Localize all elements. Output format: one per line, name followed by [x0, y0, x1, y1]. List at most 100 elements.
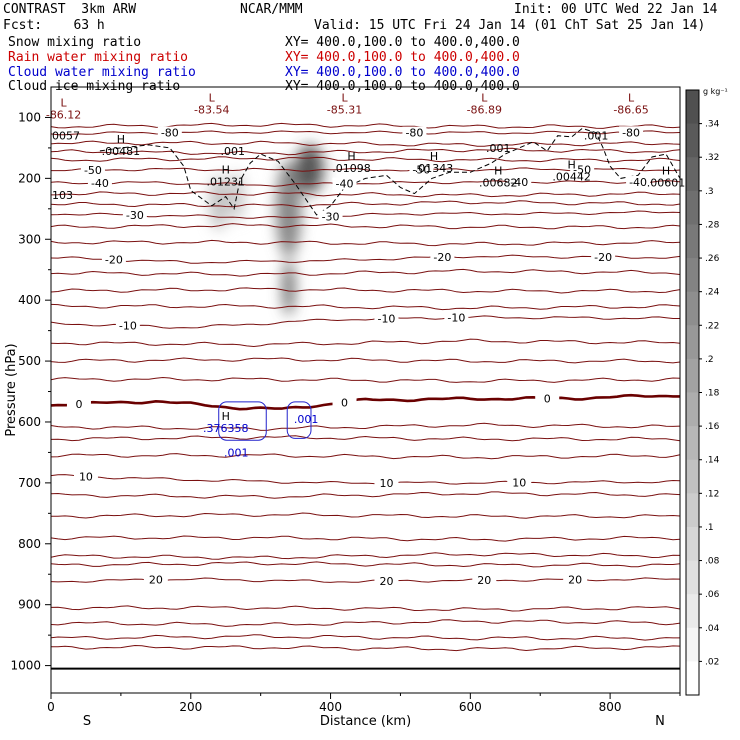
contour-label--20-1: -20: [433, 251, 451, 264]
contour-label-bg: [332, 396, 357, 409]
extremum-value-8: .01343: [415, 162, 454, 175]
contour-label-bg: [626, 176, 651, 189]
extremum-h-6: H: [222, 163, 230, 176]
contour-label--40-2: -40: [510, 176, 528, 189]
colorbar-label-2: .3: [705, 187, 714, 197]
contour-label--80-0: -80: [161, 127, 179, 140]
extremum-value-2: -85.31: [327, 104, 362, 117]
colorbar-cell-2: [686, 157, 699, 192]
contour-label-bg: [318, 210, 343, 223]
extremum-value-9: .00682: [479, 177, 518, 190]
contour-label--40-0: -40: [91, 177, 109, 190]
contour-label-bg: [402, 126, 427, 139]
cloud-ice-isoline: [99, 127, 681, 216]
extremum-l-4: L: [628, 92, 635, 105]
contour-label-bg: [563, 573, 588, 586]
isoline-5: [50, 200, 681, 208]
isoline-6: [50, 223, 681, 230]
extremum-value-12: .376358: [203, 422, 249, 435]
cloud-water-label-1: .001: [294, 413, 319, 426]
contour-label-bg: [374, 575, 399, 588]
cloud-ice-label-1: .001: [486, 142, 511, 155]
contour-label--10-2: -10: [447, 311, 465, 324]
colorbar-cell-5: [686, 258, 699, 293]
contour-label--30-1: -30: [322, 211, 340, 224]
x-tick-label-0: 0: [47, 700, 55, 714]
field-label-rain: Rain water mixing ratio: [8, 50, 189, 65]
field-label-snow: Snow mixing ratio: [8, 35, 142, 50]
y-tick-label-700: 700: [18, 476, 41, 490]
colorbar-label-12: .1: [705, 523, 714, 533]
contour-label-20-3: 20: [568, 574, 582, 587]
colorbar-label-15: .04: [705, 624, 720, 634]
contour-line-0: [50, 393, 680, 411]
y-tick-label-900: 900: [18, 598, 41, 612]
contour-label-bg: [115, 319, 140, 332]
plot-frame: [50, 86, 681, 694]
colorbar-label-8: .18: [705, 389, 720, 399]
cloud-water-label-0: .001: [224, 446, 249, 459]
contour-label-bg: [73, 470, 98, 483]
contour-line--10: [50, 315, 680, 329]
contour-label-bg: [101, 253, 126, 266]
colorbar-label-3: .28: [705, 220, 720, 230]
field-xy-rain: XY= 400.0,100.0 to 400.0,400.0: [285, 50, 520, 65]
isoline-4: [50, 191, 681, 198]
cloud-ice-contour: .001 .001 .001: [99, 127, 681, 216]
contour-line--80: [50, 130, 681, 136]
contour-label--10-1: -10: [377, 313, 395, 326]
y-tick-label-800: 800: [18, 537, 41, 551]
extremum-l-0: L: [61, 96, 68, 109]
extremum-h-8: H: [430, 150, 438, 163]
isoline-2: [50, 147, 681, 156]
isoline-10: [50, 303, 681, 311]
contour-label-bg: [332, 177, 357, 190]
contour-label-10-1: 10: [379, 477, 393, 490]
contour-label-bg: [66, 397, 91, 410]
isoline-11: [50, 338, 681, 348]
extremum-h-9: H: [494, 165, 502, 178]
colorbar-label-13: .08: [705, 557, 720, 567]
center-title: NCAR/MMM: [240, 2, 303, 17]
extremum-l-1: L: [209, 92, 216, 105]
y-tick-label-100: 100: [18, 110, 41, 124]
colorbar-label-16: .02: [705, 657, 719, 667]
isoline-21: [50, 561, 681, 568]
extremum-value-6: .01231: [206, 175, 245, 188]
y-tick-label-300: 300: [18, 232, 41, 246]
snow-blob-4: [282, 260, 295, 316]
extremum-value-0: -86.12: [46, 108, 81, 121]
extremum-value-10: .00442: [552, 171, 591, 184]
extremum-h-12: H: [222, 410, 230, 423]
contour-label-bg: [143, 573, 168, 586]
y-tick-label-1000: 1000: [10, 659, 41, 673]
colorbar-cell-17: [686, 661, 699, 696]
contour-label--50-2: -50: [573, 163, 591, 176]
contour-label-10-0: 10: [79, 471, 93, 484]
colorbar-label-4: .26: [705, 254, 720, 264]
extremum-l-2: L: [341, 92, 348, 105]
extremum-value-7: .01098: [332, 162, 371, 175]
colorbar-label-6: .22: [705, 321, 719, 331]
contour-label-bg: [80, 163, 105, 176]
extremum-value-1: -83.54: [194, 104, 229, 117]
colorbar-cell-14: [686, 560, 699, 595]
isoline-24: [50, 634, 680, 641]
colorbar-cell-6: [686, 291, 699, 326]
edge-label-0: 0057: [52, 130, 80, 143]
contour-label--50-0: -50: [84, 164, 102, 177]
colorbar-cell-16: [686, 627, 699, 662]
contour-label--40-1: -40: [336, 178, 354, 191]
contour-label-bg: [87, 176, 112, 189]
colorbar-cell-4: [686, 224, 699, 259]
extremum-h-5: H: [117, 133, 125, 146]
isoline-23: [50, 619, 681, 627]
isoline-17: [50, 491, 681, 499]
forecast-hour: Fcst: 63 h: [3, 18, 105, 33]
y-tick-label-400: 400: [18, 293, 41, 307]
cloud-water-region-a: [218, 401, 267, 441]
contour-label-bg: [570, 163, 595, 176]
contour-label--50-1: -50: [412, 164, 430, 177]
y-tick-label-200: 200: [18, 171, 41, 185]
contour-label-bg: [430, 251, 455, 264]
